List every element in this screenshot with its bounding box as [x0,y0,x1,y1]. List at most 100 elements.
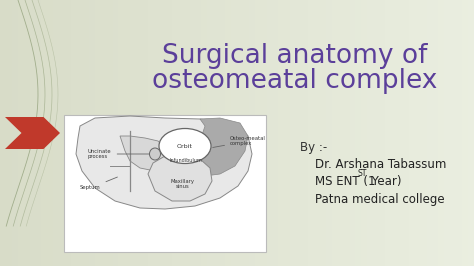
Bar [41,0,47,266]
Bar [409,0,415,266]
Bar [373,0,379,266]
Bar [190,0,195,266]
Bar [243,0,249,266]
Text: Patna medical college: Patna medical college [315,193,445,206]
Bar [391,0,397,266]
Ellipse shape [149,148,161,160]
Bar [403,0,409,266]
Bar [344,0,349,266]
Bar [249,0,255,266]
Bar [273,0,278,266]
Bar [47,0,53,266]
Bar [314,0,320,266]
Text: Year): Year) [368,176,401,189]
Bar [24,0,29,266]
Bar [195,0,201,266]
Bar [0,0,6,266]
Bar [231,0,237,266]
Bar [468,0,474,266]
Bar [219,0,225,266]
Bar [456,0,462,266]
Bar [255,0,261,266]
Bar [420,0,427,266]
Polygon shape [5,117,60,149]
Text: ST: ST [358,169,367,178]
Bar [107,0,112,266]
Text: osteomeatal complex: osteomeatal complex [152,68,438,94]
Bar [379,0,385,266]
FancyBboxPatch shape [64,115,266,252]
Polygon shape [195,118,248,176]
Bar [462,0,468,266]
Bar [71,0,77,266]
Bar [450,0,456,266]
Text: Osteo-meatal
complex: Osteo-meatal complex [213,136,266,147]
Bar [53,0,59,266]
Text: By :-: By :- [300,142,327,155]
Bar [172,0,178,266]
Bar [207,0,213,266]
Bar [427,0,432,266]
Bar [326,0,332,266]
Bar [415,0,420,266]
Bar [213,0,219,266]
Bar [59,0,65,266]
Bar [77,0,83,266]
Bar [302,0,308,266]
Bar [438,0,444,266]
Bar [361,0,367,266]
Bar [183,0,190,266]
Text: MS ENT (1: MS ENT (1 [315,176,375,189]
Bar [444,0,450,266]
Text: Infundibulum: Infundibulum [170,159,203,164]
Bar [261,0,266,266]
Bar [397,0,403,266]
Bar [367,0,373,266]
Bar [6,0,12,266]
Bar [112,0,118,266]
Bar [337,0,344,266]
Bar [18,0,24,266]
Bar [349,0,356,266]
Text: Surgical anatomy of: Surgical anatomy of [162,43,428,69]
Bar [154,0,160,266]
Bar [95,0,100,266]
Bar [356,0,361,266]
Bar [225,0,231,266]
Bar [178,0,183,266]
Bar [83,0,89,266]
Bar [142,0,148,266]
Bar [278,0,284,266]
Bar [290,0,296,266]
Bar [296,0,302,266]
Bar [89,0,95,266]
Bar [36,0,41,266]
Polygon shape [76,116,252,209]
Bar [320,0,326,266]
Bar [432,0,438,266]
Bar [100,0,107,266]
Bar [166,0,172,266]
Bar [160,0,166,266]
Bar [284,0,290,266]
Bar [12,0,18,266]
Bar [124,0,130,266]
Text: Septum: Septum [80,177,118,190]
Bar [308,0,314,266]
Text: Uncinate
process: Uncinate process [88,149,149,159]
Bar [237,0,243,266]
Bar [148,0,154,266]
Bar [266,0,273,266]
Polygon shape [148,154,212,201]
Text: Dr. Arshana Tabassum: Dr. Arshana Tabassum [315,159,447,172]
Bar [130,0,136,266]
Ellipse shape [159,128,211,164]
Bar [29,0,36,266]
Polygon shape [120,136,168,171]
Text: Maxillary
sinus: Maxillary sinus [171,178,195,189]
Bar [385,0,391,266]
Bar [136,0,142,266]
Bar [118,0,124,266]
Bar [332,0,337,266]
Bar [201,0,207,266]
